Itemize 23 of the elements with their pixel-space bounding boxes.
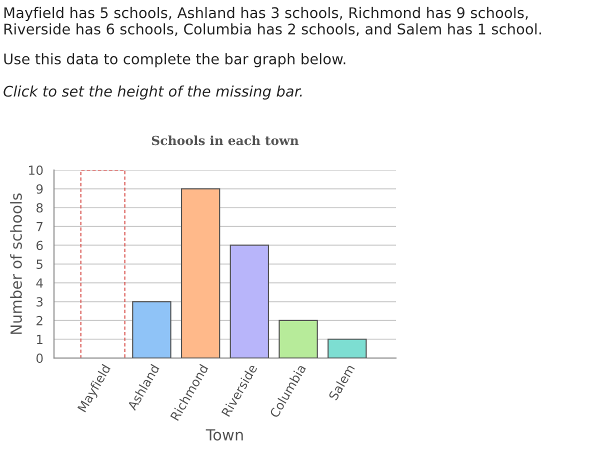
text: Click to set the height of the missing bar. [4,85,302,100]
y-axis-title: Number of schools [10,193,22,334]
y-tick-label: 8 [36,203,43,213]
bar [80,170,126,358]
x-axis-title: Town [206,429,243,441]
y-tick-label: 9 [36,184,43,194]
bar [132,301,172,358]
bar [180,188,220,358]
chart-title: Schools in each town [152,136,299,146]
y-tick-label: 5 [36,260,42,269]
text: Mayfield has 5 schools, Ashland has 3 schools, Richmond has 9 schools, Riverside has 6 schools, Columbia has 2 schools, and Salem has 1 school. [4,6,541,36]
y-tick-label: 0 [36,354,43,363]
y-tick-label: 2 [36,316,42,326]
text: Use this data to complete the bar graph below. [4,53,346,68]
bar [230,244,270,358]
y-tick-label: 7 [36,222,43,232]
bar [328,338,367,358]
y-tick-label: 10 [29,165,43,175]
bar [278,320,318,358]
y-tick-label: 6 [36,240,43,250]
y-tick-label: 1 [37,334,42,344]
y-tick-label: 4 [36,278,43,288]
y-tick-label: 3 [36,297,43,307]
